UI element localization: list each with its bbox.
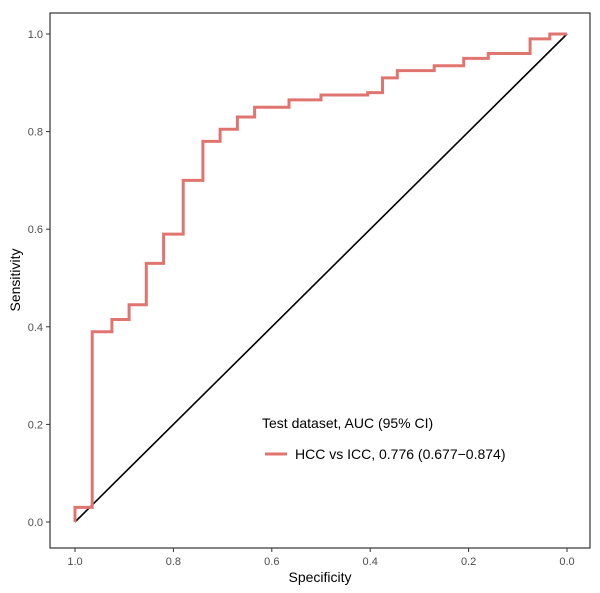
- x-tick-label: 0.8: [166, 556, 181, 568]
- y-axis-title: Sensitivity: [7, 248, 23, 311]
- y-axis-ticks: 0.0 0.2 0.4 0.6 0.8 1.0: [28, 29, 50, 529]
- legend: Test dataset, AUC (95% CI) HCC vs ICC, 0…: [262, 415, 506, 462]
- x-tick-label: 0.4: [363, 556, 378, 568]
- x-tick-label: 1.0: [67, 556, 82, 568]
- reference-diagonal-line: [74, 33, 568, 523]
- y-tick-label: 0.6: [28, 224, 43, 236]
- x-axis-title: Specificity: [288, 569, 351, 585]
- y-tick-label: 0.2: [28, 419, 43, 431]
- y-tick-label: 0.8: [28, 127, 43, 139]
- series-layer: [73, 32, 568, 523]
- x-tick-label: 0.6: [264, 556, 279, 568]
- x-tick-label: 0.2: [461, 556, 476, 568]
- y-tick-label: 0.4: [28, 322, 43, 334]
- legend-title: Test dataset, AUC (95% CI): [262, 415, 433, 431]
- plot-panel-border: [49, 12, 591, 549]
- x-axis-ticks: 1.0 0.8 0.6 0.4 0.2 0.0: [67, 548, 575, 568]
- roc-curve-line: [73, 32, 567, 522]
- y-tick-label: 0.0: [28, 517, 43, 529]
- y-tick-label: 1.0: [28, 29, 43, 41]
- legend-label: HCC vs ICC, 0.776 (0.677−0.874): [295, 446, 506, 462]
- x-tick-label: 0.0: [559, 556, 574, 568]
